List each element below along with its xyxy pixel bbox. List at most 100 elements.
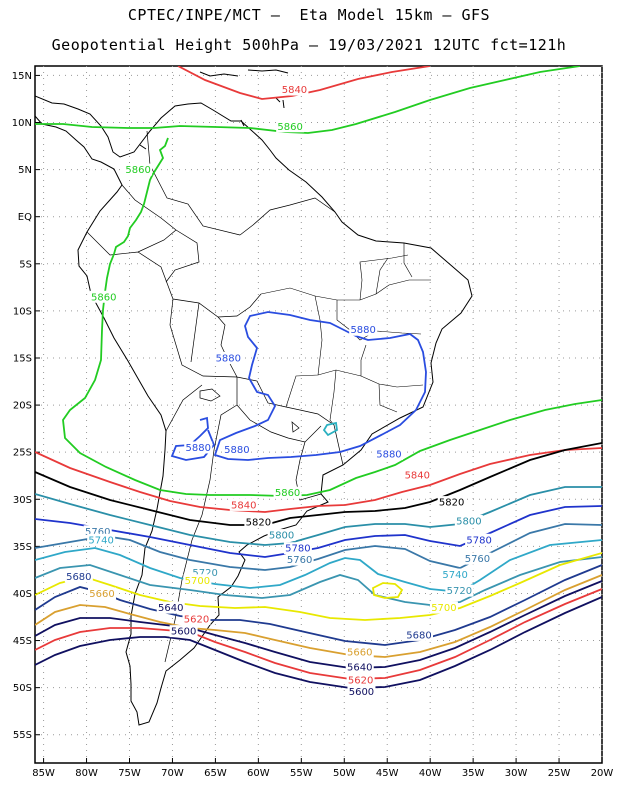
- tick-label-lon: 30W: [505, 768, 528, 779]
- contour-label-5760: 5760: [465, 554, 490, 565]
- contour-label-bg: [465, 533, 494, 546]
- contour-label-5860: 5860: [91, 292, 116, 303]
- contour-label-5660: 5660: [89, 589, 114, 600]
- contour-label-bg: [89, 290, 118, 303]
- contour-5700: [35, 552, 602, 621]
- contour-5700-closed: [372, 582, 404, 599]
- contour-label-5780: 5780: [466, 535, 491, 546]
- state-borders: [260, 243, 431, 426]
- contour-5860-andes: [62, 137, 602, 497]
- tick-label-lon: 55W: [290, 768, 313, 779]
- contour-label-5860: 5860: [275, 488, 300, 499]
- contour-label-bg: [244, 515, 273, 528]
- tick-label-lon: 70W: [161, 768, 184, 779]
- contour-label-5700: 5700: [431, 603, 456, 614]
- contour-label-bg: [156, 601, 185, 614]
- contour-5820: [35, 442, 602, 526]
- contour-label-bg: [437, 496, 466, 509]
- contour-label-5700: 5700: [185, 576, 210, 587]
- contour-label-5800: 5800: [269, 531, 294, 542]
- contour-label-bg: [183, 574, 212, 587]
- contour-label-bg: [87, 533, 116, 546]
- contour-label-bg: [280, 83, 309, 96]
- contour-5620: [35, 588, 602, 680]
- contour-label-5680: 5680: [66, 572, 91, 583]
- contour-label-5860: 5860: [277, 122, 302, 133]
- contour-label-5740: 5740: [88, 535, 113, 546]
- tick-label-lon: 35W: [462, 768, 485, 779]
- contour-label-bg: [229, 498, 258, 511]
- tick-label-lat: 25S: [13, 448, 32, 459]
- tick-label-lat: 30S: [13, 495, 32, 506]
- contour-label-5640: 5640: [158, 603, 183, 614]
- contour-5840-south: [35, 447, 602, 513]
- contour-label-5720: 5720: [447, 586, 472, 597]
- contour-label-5640: 5640: [347, 662, 372, 673]
- contour-5740: [35, 539, 602, 593]
- contour-label-bg: [346, 674, 375, 687]
- contour-label-bg: [463, 552, 492, 565]
- tick-label-lat: 10N: [12, 118, 32, 129]
- gridlines: [35, 66, 603, 763]
- title-line-2: Geopotential Height 500hPa – 19/03/2021 …: [51, 36, 567, 54]
- contour-label-5620: 5620: [184, 614, 209, 625]
- tick-label-lat: 15S: [13, 353, 32, 364]
- contour-label-5780: 5780: [285, 544, 310, 555]
- country-borders: [86, 130, 344, 663]
- tick-label-lat: EQ: [18, 212, 32, 223]
- contour-label-bg: [283, 542, 312, 555]
- contour-label-bg: [441, 568, 470, 581]
- contour-label-5840: 5840: [282, 85, 307, 96]
- contour-label-bg: [88, 587, 117, 600]
- contour-label-bg: [124, 163, 153, 176]
- tick-label-lon: 50W: [333, 768, 356, 779]
- tick-label-lat: 45S: [13, 636, 32, 647]
- contour-label-bg: [273, 486, 302, 499]
- contour-label-bg: [445, 584, 474, 597]
- tick-label-lat: 50S: [13, 683, 32, 694]
- contour-label-bg: [184, 441, 213, 454]
- contour-label-bg: [222, 443, 251, 456]
- tick-label-lat: 20S: [13, 401, 32, 412]
- contour-label-5760: 5760: [85, 527, 110, 538]
- tick-label-lon: 80W: [75, 768, 98, 779]
- contour-labels: 5840 5860 5860 5860 5880 5880 5880 5880 5880 5860…: [64, 83, 494, 698]
- contour-label-5740: 5740: [442, 570, 467, 581]
- contour-label-5680: 5680: [406, 630, 431, 641]
- contour-label-bg: [349, 323, 378, 336]
- contour-label-bg: [169, 625, 198, 638]
- lakes: [199, 388, 300, 433]
- contour-label-bg: [267, 529, 296, 542]
- contour-label-5880: 5880: [224, 445, 249, 456]
- tick-label-lon: 25W: [548, 768, 571, 779]
- map-layers: 5840 5860 5860 5860 5880 5880 5880 5880 5880 5860…: [35, 66, 602, 726]
- contour-label-bg: [345, 645, 374, 658]
- contour-label-5880: 5880: [376, 450, 401, 461]
- contour-label-5660: 5660: [347, 647, 372, 658]
- tick-label-lon: 65W: [204, 768, 227, 779]
- tick-label-lat: 5S: [19, 259, 32, 270]
- tick-label-lon: 85W: [32, 768, 55, 779]
- caribbean-islands: [139, 69, 289, 150]
- contour-5880-small-b: [322, 421, 338, 437]
- contour-5800: [35, 486, 602, 546]
- contour-5880-main: [213, 311, 427, 461]
- contour-label-5820: 5820: [246, 517, 271, 528]
- contour-label-5880: 5880: [350, 325, 375, 336]
- tick-label-lat: 55S: [13, 730, 32, 741]
- tick-label-lat: 10S: [13, 306, 32, 317]
- contour-5840-north: [177, 66, 431, 100]
- tick-label-lon: 60W: [247, 768, 270, 779]
- axis-ticks: 15N 10N 5N EQ 5S 10S 15S 20S 25S 30S 35S 40S 45S 50S 5…: [12, 71, 614, 779]
- contour-label-bg: [182, 612, 211, 625]
- contour-label-bg: [345, 660, 374, 673]
- contour-label-5720: 5720: [192, 568, 217, 579]
- contour-label-5800: 5800: [456, 516, 481, 527]
- contour-label-5760: 5760: [287, 555, 312, 566]
- contour-label-bg: [429, 601, 458, 614]
- contour-label-5840: 5840: [405, 470, 430, 481]
- tick-label-lon: 75W: [118, 768, 141, 779]
- title-line-1: CPTEC/INPE/MCT – Eta Model 15km – GFS: [127, 6, 491, 24]
- contour-label-5820: 5820: [439, 498, 464, 509]
